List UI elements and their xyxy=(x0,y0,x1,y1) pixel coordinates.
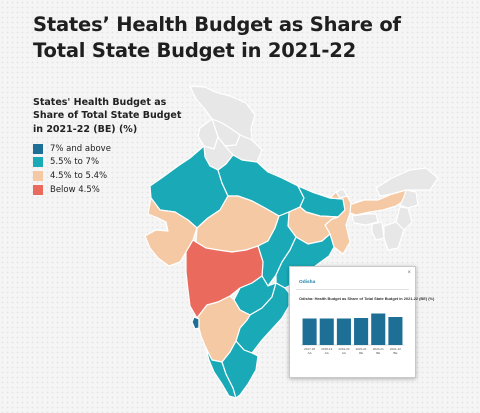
state-tripura[interactable] xyxy=(371,221,385,241)
state-popup: × Odisha Odisha: Health Budget as Share … xyxy=(289,266,435,378)
x-tick-label: 2020-21 xyxy=(373,347,384,351)
close-icon[interactable]: × xyxy=(407,270,411,276)
state-gujarat[interactable] xyxy=(144,197,198,267)
legend-swatch xyxy=(33,184,43,195)
chart-bar[interactable] xyxy=(336,318,351,346)
popup-chart-title: Odisha: Health Budget as Share of Total … xyxy=(299,296,435,301)
chart-bar[interactable] xyxy=(371,313,386,346)
state-tamil-nadu[interactable] xyxy=(221,340,259,399)
legend-list: 7% and above 5.5% to 7% 4.5% to 5.4% Bel… xyxy=(33,142,183,196)
x-tick-label: 2021-22 xyxy=(390,347,401,351)
legend-item-below-4-5[interactable]: Below 4.5% xyxy=(33,183,183,196)
x-tick-label: 2019-20 xyxy=(338,347,349,351)
chart-bar[interactable] xyxy=(319,318,334,346)
map-title: States’ Health Budget as Share of Total … xyxy=(33,13,401,62)
state-meghalaya[interactable] xyxy=(351,213,379,226)
state-assam[interactable] xyxy=(349,189,409,216)
legend-label: 4.5% to 5.4% xyxy=(50,170,108,181)
chart-bar[interactable] xyxy=(354,318,369,345)
legend-swatch xyxy=(33,143,43,154)
x-tick-label: AA xyxy=(308,351,312,355)
state-mizoram[interactable] xyxy=(383,221,405,251)
x-tick-label: 2020-21 xyxy=(356,347,367,351)
state-karnataka[interactable] xyxy=(196,295,251,363)
x-tick-label: AA xyxy=(325,351,329,355)
popup-divider xyxy=(296,289,409,290)
legend-item-5-5-to-7[interactable]: 5.5% to 7% xyxy=(33,156,183,169)
state-manipur[interactable] xyxy=(395,206,413,231)
popup-state-name: Odisha xyxy=(299,280,316,285)
x-tick-label: 2018-19 xyxy=(321,347,332,351)
legend-label: Below 4.5% xyxy=(50,184,100,195)
state-chhattisgarh[interactable] xyxy=(257,211,297,287)
legend-label: 5.5% to 7% xyxy=(50,157,100,168)
x-tick-label: BE xyxy=(376,351,380,355)
x-tick-label: AA xyxy=(342,351,346,355)
legend-item-7-and-above[interactable]: 7% and above xyxy=(33,142,183,155)
legend-swatch xyxy=(33,157,43,168)
legend: States' Health Budget as Share of Total … xyxy=(33,96,183,197)
chart-bar[interactable] xyxy=(388,317,403,345)
chart-bar[interactable] xyxy=(302,318,317,346)
legend-label: 7% and above xyxy=(50,143,111,154)
legend-item-4-5-to-5-4[interactable]: 4.5% to 5.4% xyxy=(33,169,183,182)
x-tick-label: BE xyxy=(393,351,397,355)
x-tick-label: 2017-18 xyxy=(304,347,315,351)
state-arunachal[interactable] xyxy=(375,167,439,197)
x-tick-label: RE xyxy=(359,351,363,355)
legend-title: States' Health Budget as Share of Total … xyxy=(33,97,182,135)
legend-swatch xyxy=(33,170,43,181)
popup-bar-chart: 2017-18AA2018-19AA2019-20AA2020-21RE2020… xyxy=(301,313,404,355)
